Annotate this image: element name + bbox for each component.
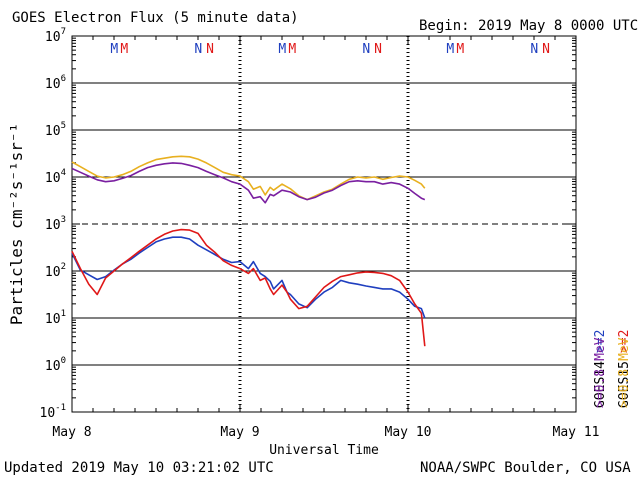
x-tick-label: May 8 [52, 425, 91, 440]
marker-n: N [374, 42, 382, 57]
y-tick-label: 105 [45, 121, 66, 139]
marker-m: M [456, 42, 464, 57]
marker-n: N [362, 42, 370, 57]
updated-timestamp: Updated 2019 May 10 03:21:02 UTC [4, 460, 274, 476]
y-tick-label: 101 [45, 309, 66, 327]
chart-title: GOES Electron Flux (5 minute data) [12, 10, 299, 26]
x-tick-label: May 10 [385, 425, 432, 440]
credit-label: NOAA/SWPC Boulder, CO USA [420, 460, 631, 476]
marker-m: M [278, 42, 286, 57]
marker-n: N [542, 42, 550, 57]
marker-n: N [194, 42, 202, 57]
marker-n: N [530, 42, 538, 57]
marker-m: M [120, 42, 128, 57]
x-axis-label: Universal Time [269, 443, 379, 458]
y-tick-label: 100 [45, 356, 66, 374]
legend-entry: GOES14>=2 [593, 330, 608, 408]
series-line [71, 155, 426, 201]
marker-m: M [446, 42, 454, 57]
marker-m: M [110, 42, 118, 57]
y-tick-label: 104 [45, 168, 66, 186]
y-tick-label: 103 [45, 215, 66, 233]
y-tick-label: 107 [45, 27, 66, 45]
marker-n: N [206, 42, 214, 57]
series-line [71, 228, 426, 347]
marker-m: M [288, 42, 296, 57]
legend-entry: >=0.8MeV [617, 337, 632, 408]
x-tick-label: May 11 [553, 425, 600, 440]
series-line [71, 236, 426, 319]
x-tick-label: May 9 [220, 425, 259, 440]
begin-time: Begin: 2019 May 8 0000 UTC [419, 18, 639, 34]
y-tick-label: 102 [45, 262, 66, 280]
y-tick-label: 106 [45, 74, 66, 92]
y-axis-label: Particles cm⁻²s⁻¹sr⁻¹ [7, 123, 26, 325]
legend-entry: >=0.8MeV [593, 337, 608, 408]
y-tick-label: 10-1 [40, 403, 67, 421]
series-line [71, 162, 426, 204]
legend-entry: GOES15>=2 [617, 330, 632, 408]
